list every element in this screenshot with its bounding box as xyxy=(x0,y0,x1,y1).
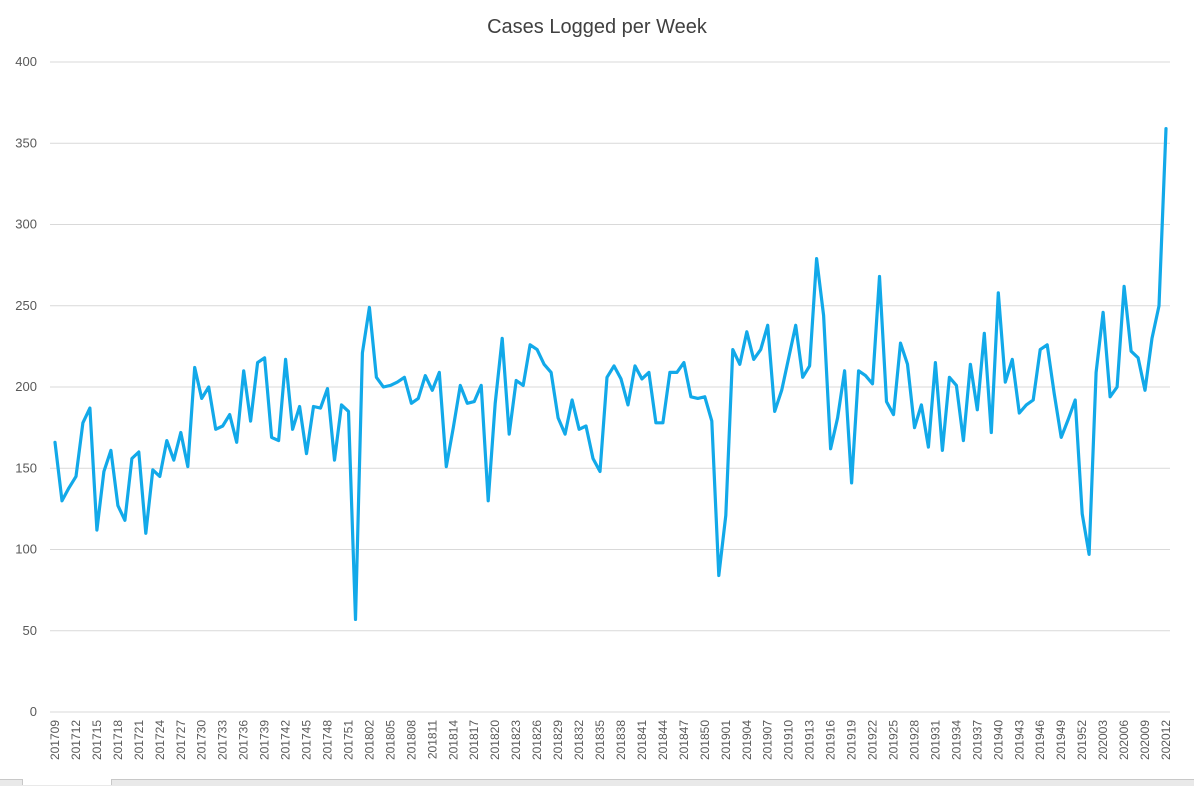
x-tick-label: 201922 xyxy=(866,720,880,760)
x-tick-label: 201832 xyxy=(572,720,586,760)
x-tick-label: 201745 xyxy=(300,720,314,760)
x-tick-label: 201730 xyxy=(195,720,209,760)
y-tick-label: 200 xyxy=(15,379,37,394)
x-tick-label: 201715 xyxy=(90,720,104,760)
x-tick-label: 202003 xyxy=(1096,720,1110,760)
x-tick-label: 201709 xyxy=(48,720,62,760)
y-tick-label: 50 xyxy=(23,623,37,638)
x-tick-label: 201712 xyxy=(69,720,83,760)
y-tick-label: 400 xyxy=(15,54,37,69)
x-tick-label: 201814 xyxy=(446,720,460,760)
x-tick-label: 201742 xyxy=(279,720,293,760)
y-tick-label: 350 xyxy=(15,135,37,150)
x-tick-label: 201904 xyxy=(740,720,754,760)
x-tick-label: 201910 xyxy=(782,720,796,760)
x-tick-label: 201841 xyxy=(635,720,649,760)
x-tick-label: 201907 xyxy=(761,720,775,760)
x-tick-label: 201952 xyxy=(1075,720,1089,760)
x-tick-label: 201802 xyxy=(362,720,376,760)
sheet-tab-bar xyxy=(0,779,1194,786)
x-tick-label: 201946 xyxy=(1033,720,1047,760)
x-tick-label: 201838 xyxy=(614,720,628,760)
x-tick-label: 202012 xyxy=(1159,720,1173,760)
y-tick-label: 300 xyxy=(15,217,37,232)
x-tick-label: 201736 xyxy=(237,720,251,760)
x-tick-label: 201850 xyxy=(698,720,712,760)
x-tick-label: 201733 xyxy=(216,720,230,760)
x-tick-label: 201739 xyxy=(258,720,272,760)
y-tick-label: 150 xyxy=(15,460,37,475)
x-tick-label: 201934 xyxy=(949,720,963,760)
x-tick-label: 201844 xyxy=(656,720,670,760)
x-tick-label: 201748 xyxy=(321,720,335,760)
sheet-tab[interactable] xyxy=(22,779,112,785)
x-tick-label: 201940 xyxy=(991,720,1005,760)
x-tick-label: 201913 xyxy=(803,720,817,760)
x-tick-label: 201823 xyxy=(509,720,523,760)
y-tick-label: 250 xyxy=(15,298,37,313)
x-tick-label: 202009 xyxy=(1138,720,1152,760)
x-tick-label: 202006 xyxy=(1117,720,1131,760)
x-tick-label: 201811 xyxy=(425,720,439,759)
x-tick-label: 201805 xyxy=(383,720,397,760)
chart-title: Cases Logged per Week xyxy=(487,16,707,38)
x-tick-label: 201829 xyxy=(551,720,565,760)
x-tick-label: 201925 xyxy=(886,720,900,760)
x-tick-label: 201724 xyxy=(153,720,167,760)
y-tick-label: 100 xyxy=(15,542,37,557)
x-tick-label: 201817 xyxy=(467,720,481,760)
x-tick-label: 201901 xyxy=(719,720,733,760)
x-tick-label: 201943 xyxy=(1012,720,1026,760)
x-tick-label: 201721 xyxy=(132,720,146,760)
x-tick-label: 201808 xyxy=(404,720,418,760)
x-tick-label: 201718 xyxy=(111,720,125,760)
x-tick-label: 201928 xyxy=(907,720,921,760)
y-axis-ticks: 0 50 100 150 200 250 300 350 400 xyxy=(15,54,37,719)
x-axis-ticks: 201709 201712 201715 201718 201721 201724 2017… xyxy=(48,720,1173,760)
x-tick-label: 201919 xyxy=(845,720,859,760)
x-tick-label: 201835 xyxy=(593,720,607,760)
x-tick-label: 201751 xyxy=(341,720,355,760)
series-layer xyxy=(53,127,1168,622)
gridlines xyxy=(50,61,1170,713)
x-tick-label: 201847 xyxy=(677,720,691,760)
x-tick-label: 201949 xyxy=(1054,720,1068,760)
x-tick-label: 201727 xyxy=(174,720,188,760)
x-tick-label: 201826 xyxy=(530,720,544,760)
x-tick-label: 201820 xyxy=(488,720,502,760)
x-tick-label: 201931 xyxy=(928,720,942,760)
y-tick-label: 0 xyxy=(30,704,37,719)
x-tick-label: 201937 xyxy=(970,720,984,760)
series-line xyxy=(53,127,1168,622)
x-tick-label: 201916 xyxy=(824,720,838,760)
